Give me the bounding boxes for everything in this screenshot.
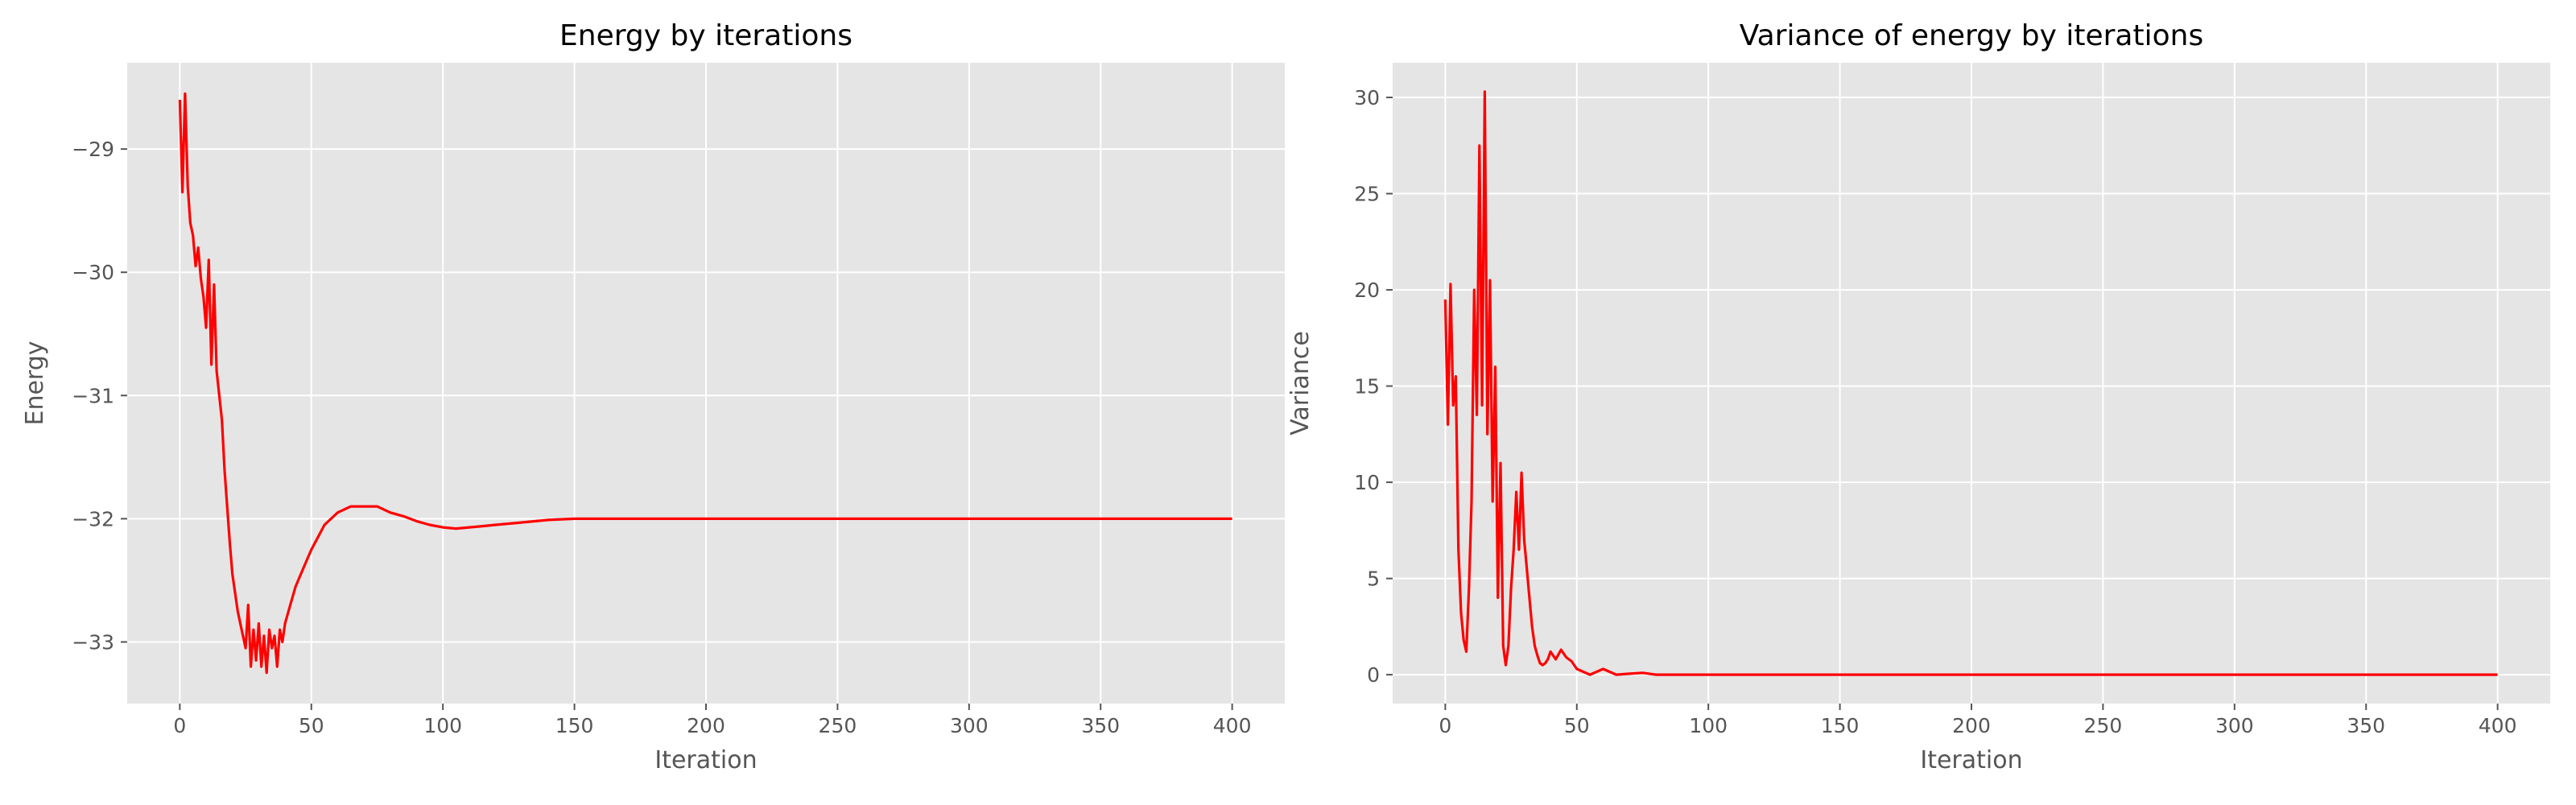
- x-tick-label: 0: [173, 714, 186, 737]
- y-tick-label: 10: [1354, 471, 1380, 494]
- x-tick-label: 50: [1564, 714, 1590, 737]
- x-axis-label: Iteration: [654, 746, 757, 774]
- y-tick-label: 20: [1354, 279, 1380, 302]
- y-tick-label: 30: [1354, 86, 1380, 109]
- x-tick-label: 150: [1821, 714, 1860, 737]
- y-axis-label: Variance: [1286, 331, 1315, 436]
- x-tick-label: 100: [423, 714, 462, 737]
- energy-chart: 0 50 100 150 200 250 300 350 400 −33 −32 −31 −30 −29 E…: [21, 19, 1285, 774]
- x-tick-label: 250: [819, 714, 857, 737]
- x-tick-label: 200: [687, 714, 725, 737]
- x-tick-label: 200: [1952, 714, 1991, 737]
- x-axis-label: Iteration: [1920, 746, 2022, 774]
- y-tick-label: −31: [72, 384, 114, 407]
- x-tick-label: 400: [1213, 714, 1252, 737]
- x-tick-label: 250: [2084, 714, 2123, 737]
- x-tick-label: 350: [1081, 714, 1120, 737]
- y-axis-label: Energy: [21, 341, 49, 425]
- y-tick-label: 25: [1354, 183, 1380, 206]
- y-tick-label: −32: [72, 507, 114, 530]
- y-tick-label: 15: [1354, 375, 1380, 398]
- y-tick-label: −33: [72, 630, 114, 654]
- x-tick-label: 150: [555, 714, 594, 737]
- x-tick-label: 350: [2347, 714, 2385, 737]
- x-tick-label: 100: [1689, 714, 1728, 737]
- variance-chart: 0 50 100 150 200 250 300 350 400 0 5 10 15 20 25 30 Vari…: [1286, 19, 2550, 774]
- x-tick-label: 400: [2479, 714, 2517, 737]
- chart-title: Variance of energy by iterations: [1740, 19, 2203, 52]
- y-tick-label: 5: [1367, 568, 1380, 591]
- x-tick-label: 300: [950, 714, 989, 737]
- x-tick-label: 50: [299, 714, 324, 737]
- y-tick-label: −29: [72, 138, 114, 161]
- chart-title: Energy by iterations: [559, 19, 852, 52]
- x-tick-label: 300: [2215, 714, 2254, 737]
- x-tick-label: 0: [1439, 714, 1451, 737]
- y-tick-label: 0: [1367, 663, 1380, 687]
- series-line: [1443, 90, 2498, 676]
- y-tick-label: −30: [72, 261, 114, 284]
- series-line: [178, 92, 1232, 675]
